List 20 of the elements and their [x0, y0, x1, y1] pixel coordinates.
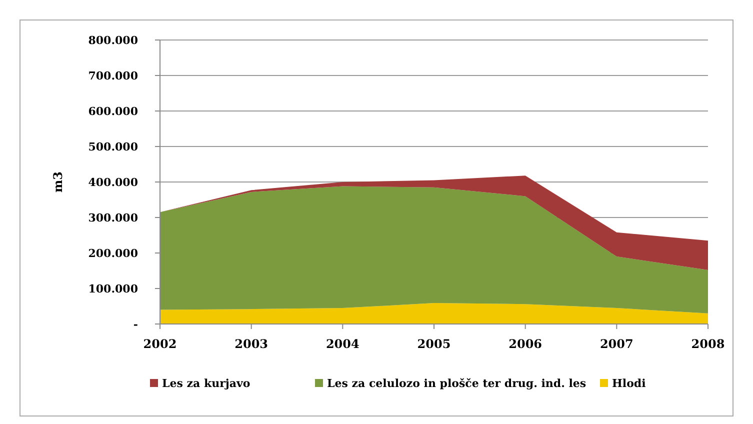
y-tick-label: - [133, 318, 138, 331]
y-tick-label: 300.000 [88, 211, 138, 224]
legend-label: Les za kurjavo [162, 377, 250, 390]
y-tick-label: 400.000 [88, 176, 138, 189]
x-tick-label: 2006 [508, 337, 542, 351]
x-tick-label: 2003 [234, 337, 268, 351]
x-tick-label: 2008 [691, 337, 725, 351]
legend-label: Hlodi [612, 377, 646, 390]
y-tick-label: 500.000 [88, 140, 138, 154]
legend-label: Les za celulozo in plošče ter drug. ind. les [327, 377, 586, 390]
y-tick-label: 700.000 [88, 69, 138, 82]
y-tick-label: 200.000 [88, 246, 138, 260]
x-tick-label: 2007 [600, 337, 634, 351]
y-axis-title: m3 [51, 171, 65, 193]
y-tick-label: 600.000 [88, 104, 138, 118]
y-tick-label: 800.000 [88, 34, 138, 47]
x-tick-label: 2004 [326, 337, 360, 351]
y-tick-label: 100.000 [88, 282, 138, 296]
x-tick-label: 2002 [143, 337, 177, 351]
x-tick-label: 2005 [417, 337, 451, 351]
